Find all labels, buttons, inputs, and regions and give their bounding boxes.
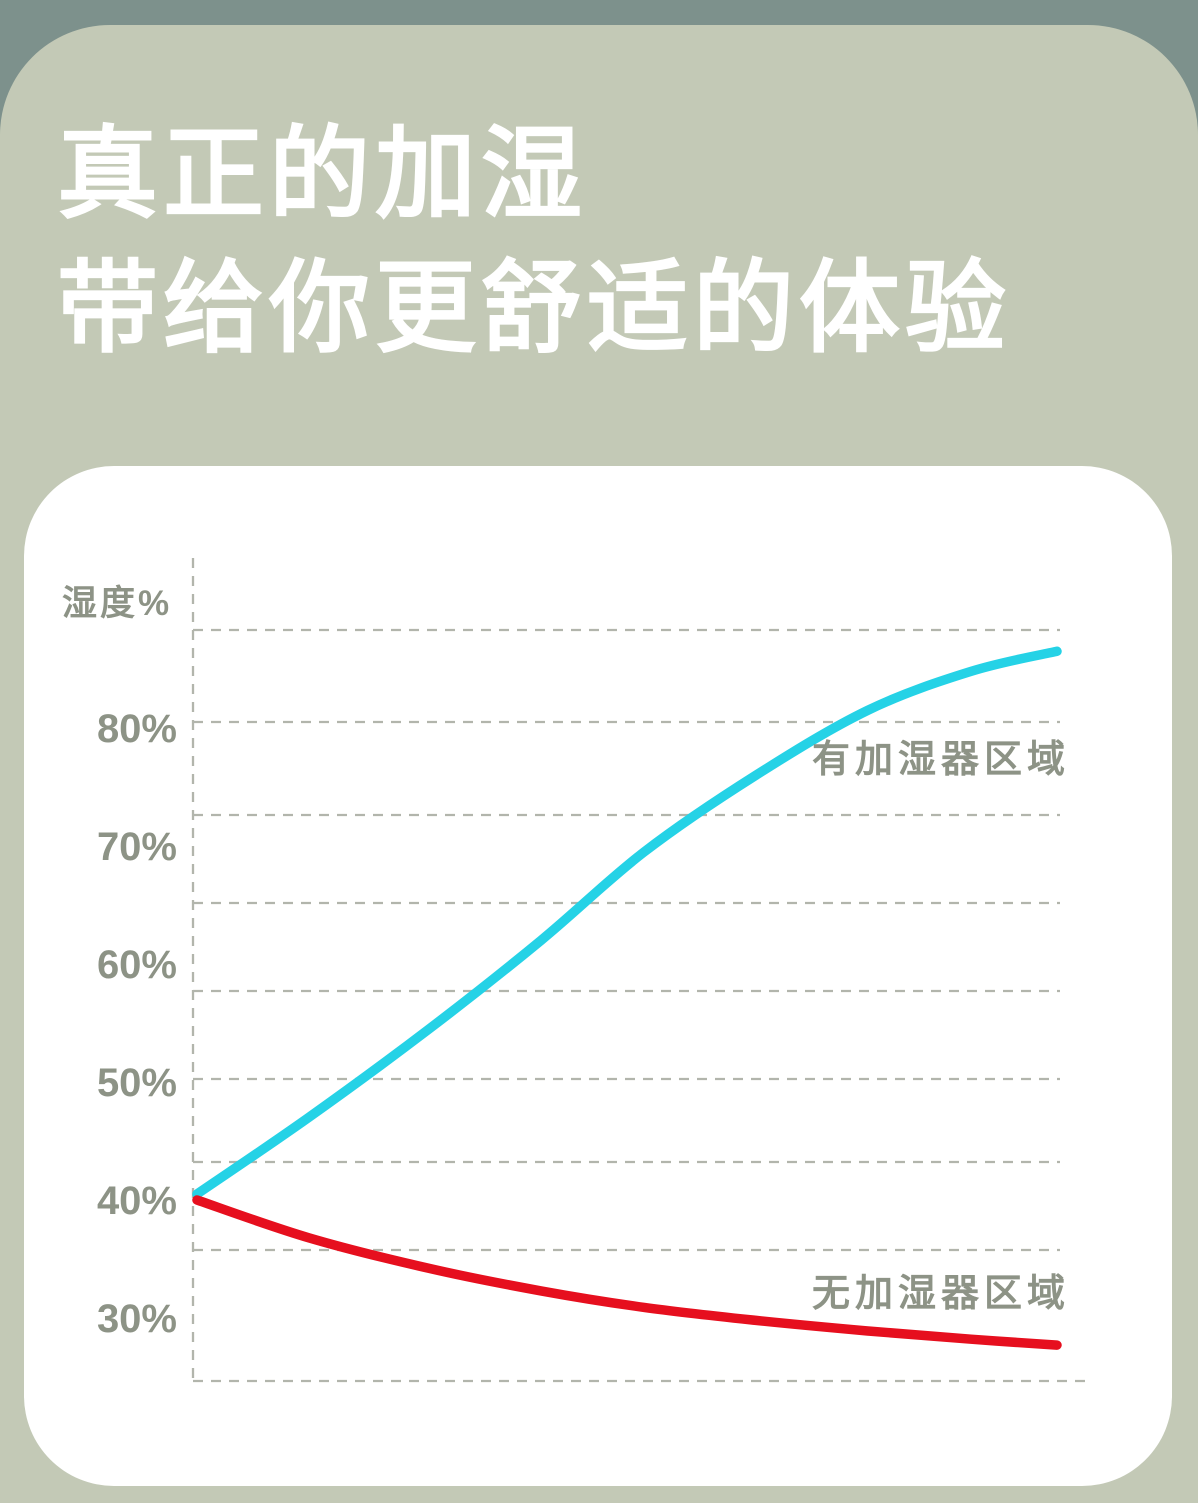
- y-tick-label: 50%: [97, 1061, 177, 1105]
- without-humidifier-label: 无加湿器区域: [812, 1273, 1070, 1315]
- y-tick-label: 70%: [97, 825, 177, 869]
- page-title: 真正的加湿 带给你更舒适的体验: [57, 108, 1011, 376]
- y-tick-label: 30%: [97, 1297, 177, 1341]
- y-tick-label: 60%: [97, 943, 177, 987]
- chart-gridlines: [193, 628, 1060, 1252]
- y-axis-tick-labels: 湿度% 80% 70% 60% 50% 40% 30%: [62, 584, 177, 1341]
- with-humidifier-label: 有加湿器区域: [812, 739, 1070, 781]
- y-tick-label: 40%: [97, 1179, 177, 1223]
- humidity-chart-card: 湿度% 80% 70% 60% 50% 40% 30% 有加湿器区域 无加湿器区域: [24, 466, 1172, 1486]
- y-axis-title: 湿度%: [62, 584, 172, 623]
- page-title-line2: 带给你更舒适的体验: [57, 253, 1012, 365]
- chart-series-lines: [192, 646, 1062, 1350]
- with-humidifier-line: [192, 646, 1062, 1199]
- chart-axes: [191, 558, 1093, 1385]
- page-title-line1: 真正的加湿: [57, 119, 588, 231]
- y-tick-label: 80%: [97, 707, 177, 751]
- without-humidifier-line: [192, 1195, 1062, 1350]
